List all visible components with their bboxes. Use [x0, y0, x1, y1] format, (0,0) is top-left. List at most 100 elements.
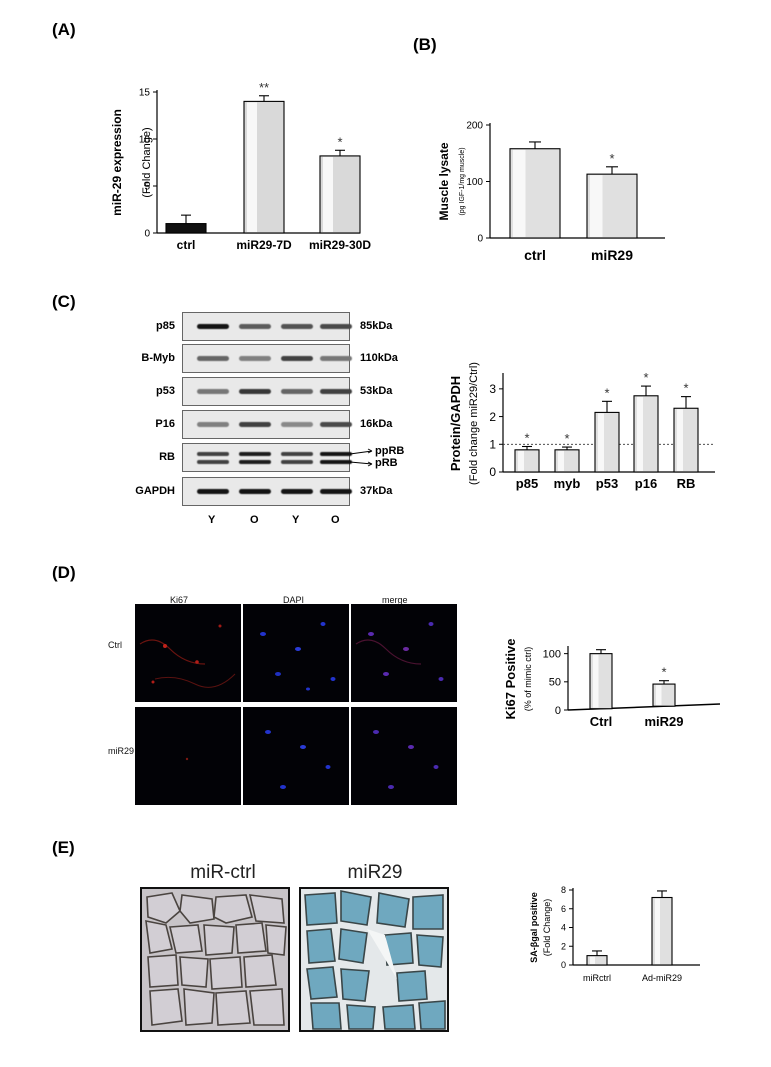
blot-band [197, 388, 229, 394]
y-tick-label-d: 50 [549, 677, 561, 689]
category-label-d: Ctrl [590, 714, 612, 729]
micro-col-merge: merge [382, 595, 408, 605]
blot-band [239, 452, 271, 456]
micro-ctrl-dapi-image [243, 604, 349, 702]
blot-strip-gapdh [182, 477, 352, 506]
y-axis-title-d: Ki67 Positive [503, 639, 518, 720]
y-axis-title-a: miR-29 expression [110, 109, 124, 216]
micro-mir29-ki67-image [135, 707, 241, 805]
significance-marker-a: * [337, 134, 342, 149]
y-tick-label-e: 2 [561, 941, 566, 951]
blot-label-rb: RB [159, 451, 175, 463]
bar-highlight-c [558, 450, 564, 471]
blot-band [197, 460, 229, 464]
blot-strip-p16 [182, 410, 352, 439]
y-axis-subtitle-d: (% of mimic ctrl) [523, 647, 533, 712]
bar-highlight-c [677, 409, 683, 471]
significance-marker-a: ** [259, 80, 269, 95]
y-tick-label-a: 10 [139, 135, 151, 146]
category-label-e: miRctrl [583, 973, 611, 983]
staining-image-mir-ctrl [140, 887, 290, 1032]
blot-band [281, 323, 313, 329]
y-tick-label-a: 5 [144, 182, 150, 193]
blot-band [320, 355, 352, 361]
blot-band [320, 421, 352, 427]
bar-highlight-d [656, 685, 662, 706]
staining-title-mir-ctrl: miR-ctrl [190, 862, 256, 883]
blot-size-p16: 16kDa [360, 418, 393, 430]
bar-highlight-b [513, 149, 526, 237]
y-tick-label-e: 0 [561, 960, 566, 970]
bar-highlight-c [598, 413, 604, 471]
blot-label-gapdh: GAPDH [135, 485, 175, 497]
blot-label-p53: p53 [156, 385, 175, 397]
y-tick-label-d: 100 [543, 648, 561, 660]
blot-size-gapdh: 37kDa [360, 485, 393, 497]
category-label-a: miR29-7D [236, 238, 292, 252]
category-label-a: miR29-30D [309, 238, 371, 252]
panel-label-a: (A) [52, 20, 76, 39]
y-axis-title-b: Muscle lysate [437, 142, 451, 220]
blot-band [239, 355, 271, 361]
blot-lane-label-o: O [250, 514, 259, 526]
category-label-b: miR29 [591, 247, 633, 263]
bar-a [165, 223, 207, 234]
bar-highlight-a [323, 156, 333, 232]
y-axis-subtitle-e: (Fold Change) [542, 899, 552, 957]
blot-band [320, 388, 352, 394]
category-label-e: Ad-miR29 [642, 973, 682, 983]
significance-marker-c: * [683, 381, 688, 396]
category-label-c: RB [677, 476, 696, 491]
bar-highlight-b [590, 175, 603, 237]
y-tick-label-c: 1 [489, 437, 496, 451]
micro-col-ki67: Ki67 [170, 595, 189, 605]
blot-size-p53: 53kDa [360, 385, 393, 397]
y-tick-label-b: 200 [466, 121, 483, 132]
blot-lane-label-y: Y [208, 514, 216, 526]
blot-label-p85: p85 [156, 320, 175, 332]
bar-highlight-c [518, 450, 524, 471]
blot-band [239, 460, 271, 464]
y-axis-title-e: SA-βgal positive [529, 892, 539, 963]
blot-strip-b-myb [182, 344, 352, 373]
significance-marker-b: * [609, 151, 614, 166]
category-label-b: ctrl [524, 247, 546, 263]
blot-band [320, 452, 352, 456]
micro-row-mir29: miR29 [108, 746, 135, 756]
blot-lane-label-o: O [331, 514, 340, 526]
y-tick-label-e: 8 [561, 885, 566, 895]
bar-highlight-e [655, 898, 660, 964]
micro-row-ctrl: Ctrl [108, 640, 122, 650]
y-tick-label-e: 4 [561, 923, 566, 933]
blot-band [281, 488, 313, 494]
category-label-c: myb [554, 476, 581, 491]
blot-band [281, 355, 313, 361]
blot-lane-label-y: Y [292, 514, 300, 526]
blot-strip-p85 [182, 312, 352, 341]
y-tick-label-d: 0 [555, 705, 561, 717]
panel-label-d: (D) [52, 563, 76, 582]
blot-band [197, 355, 229, 361]
blot-band [239, 323, 271, 329]
blot-band [320, 460, 352, 464]
micro-ctrl-ki67-image [135, 604, 241, 702]
blot-size-p85: 85kDa [360, 320, 393, 332]
blot-band [281, 388, 313, 394]
category-label-a: ctrl [177, 238, 196, 252]
blot-band [281, 460, 313, 464]
blot-band [239, 488, 271, 494]
blot-band [197, 452, 229, 456]
panel-label-e: (E) [52, 838, 75, 857]
category-label-c: p53 [596, 476, 618, 491]
significance-marker-c: * [643, 370, 648, 385]
bar-highlight-a [247, 102, 257, 233]
micro-col-dapi: DAPI [283, 595, 305, 605]
blot-band [239, 388, 271, 394]
bar-highlight-e [590, 956, 595, 964]
blot-band [197, 421, 229, 427]
blot-rb-form-pprb: ppRB [375, 445, 405, 457]
blot-band [197, 488, 229, 494]
significance-marker-c: * [604, 385, 609, 400]
bar-highlight-c [637, 396, 643, 471]
